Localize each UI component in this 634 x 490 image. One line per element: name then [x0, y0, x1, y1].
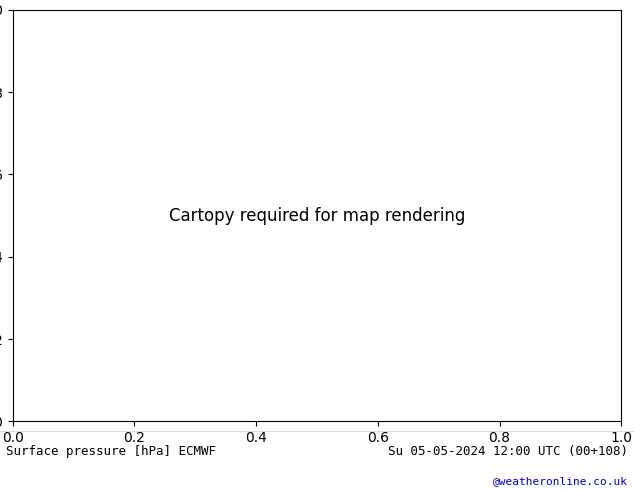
Text: @weatheronline.co.uk: @weatheronline.co.uk [493, 476, 628, 486]
Text: Cartopy required for map rendering: Cartopy required for map rendering [169, 207, 465, 224]
Text: Surface pressure [hPa] ECMWF: Surface pressure [hPa] ECMWF [6, 445, 216, 458]
Text: Su 05-05-2024 12:00 UTC (00+108): Su 05-05-2024 12:00 UTC (00+108) [387, 445, 628, 458]
